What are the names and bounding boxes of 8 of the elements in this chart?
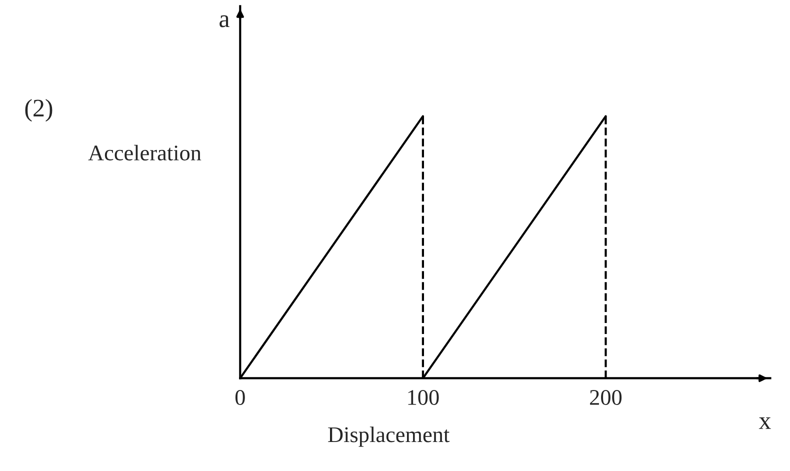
x-tick-label: 200 (590, 390, 622, 405)
text: a (220, 15, 230, 28)
text: (2) (25, 98, 52, 122)
text: x (758, 417, 771, 429)
y-axis-title: Acceleration (88, 144, 202, 161)
x-axis-title: Displacement (328, 426, 450, 447)
x-tick-label: 100 (408, 390, 439, 405)
x-tick-label: 0 (235, 390, 245, 405)
